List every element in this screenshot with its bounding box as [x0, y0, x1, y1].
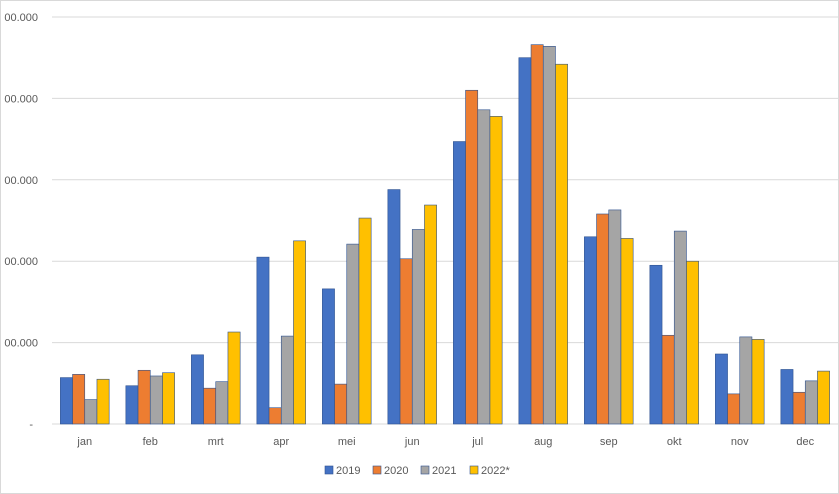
bar-2020-jun — [399, 258, 413, 425]
legend: 2019 2020 2021 2022* — [324, 465, 510, 477]
bar-2022-nov — [751, 339, 765, 425]
bar-2022-sep — [620, 238, 634, 425]
bar-2022-okt — [686, 260, 699, 425]
bar-2021-mei — [346, 243, 360, 425]
bar-2022-jan — [96, 378, 110, 425]
bar-2020-jul — [465, 89, 479, 425]
x-tick-label: jun — [404, 436, 420, 448]
bar-2022-apr — [293, 240, 306, 425]
y-tick-label: - — [29, 419, 33, 431]
bar-2021-jan — [84, 399, 98, 425]
bar-2021-apr — [280, 335, 294, 425]
bar-2021-okt — [673, 230, 687, 425]
bar-2019-okt — [649, 264, 663, 425]
bar-2019-apr — [256, 256, 270, 425]
bar-2020-aug — [530, 44, 544, 425]
x-tick-label: aug — [534, 436, 552, 448]
legend-swatch-2019 — [324, 465, 334, 475]
x-tick-label: jan — [76, 436, 92, 448]
bar-2022-mei — [358, 217, 372, 425]
bar-2021-jun — [411, 229, 425, 425]
bar-2021-dec — [804, 380, 818, 425]
bar-2022-aug — [555, 63, 568, 425]
x-tick-label: jul — [471, 436, 483, 448]
bar-2020-mei — [334, 383, 348, 425]
bar-2021-aug — [542, 46, 556, 425]
x-tick-label: dec — [796, 436, 814, 448]
bar-2019-sep — [584, 236, 597, 425]
bar-2020-mrt — [203, 387, 217, 425]
bar-2020-apr — [268, 407, 282, 425]
x-tick-label: nov — [731, 436, 749, 448]
bar-2021-sep — [608, 209, 622, 425]
bar-2021-mrt — [215, 381, 229, 425]
x-tick-label: feb — [143, 436, 158, 448]
x-tick-label: mei — [338, 436, 356, 448]
bar-2020-jan — [72, 374, 86, 425]
y-tick-label: 00.000 — [4, 256, 38, 268]
legend-swatch-2020 — [372, 465, 382, 475]
bar-2021-nov — [739, 336, 753, 425]
legend-swatch-2022 — [469, 465, 479, 475]
legend-label: 2020 — [384, 465, 408, 477]
legend-swatch-2021 — [420, 465, 430, 475]
bar-2020-feb — [137, 369, 151, 425]
bar-2019-jul — [453, 141, 466, 425]
bar-2021-jul — [477, 109, 491, 425]
bar-2020-sep — [596, 213, 610, 425]
x-tick-label: apr — [273, 436, 289, 448]
legend-label: 2022* — [481, 465, 510, 477]
bar-2020-dec — [792, 391, 806, 425]
y-tick-label: 00.000 — [4, 12, 38, 24]
bar-2020-okt — [661, 334, 675, 425]
bar-2019-jun — [387, 189, 401, 425]
bar-2020-nov — [727, 393, 741, 425]
bar-2019-mei — [322, 288, 335, 425]
x-tick-label: sep — [600, 436, 618, 448]
bar-2022-mrt — [227, 331, 241, 425]
y-tick-label: 00.000 — [4, 338, 38, 350]
bar-2022-jul — [489, 116, 503, 425]
y-tick-label: 00.000 — [4, 93, 38, 105]
bar-2022-feb — [162, 372, 175, 425]
bar-2019-jan — [60, 377, 73, 425]
y-tick-label: 00.000 — [4, 175, 38, 187]
bar-2019-mrt — [191, 354, 204, 425]
legend-label: 2021 — [432, 465, 456, 477]
bar-2022-jun — [424, 204, 437, 425]
bar-2019-feb — [125, 385, 139, 425]
x-tick-label: okt — [667, 436, 682, 448]
legend-label: 2019 — [336, 465, 360, 477]
bar-2019-aug — [518, 57, 532, 425]
bar-2022-dec — [817, 370, 830, 425]
bar-2021-feb — [149, 375, 163, 425]
x-tick-label: mrt — [208, 436, 224, 448]
bar-2019-nov — [715, 353, 728, 425]
bar-2019-dec — [780, 369, 794, 425]
